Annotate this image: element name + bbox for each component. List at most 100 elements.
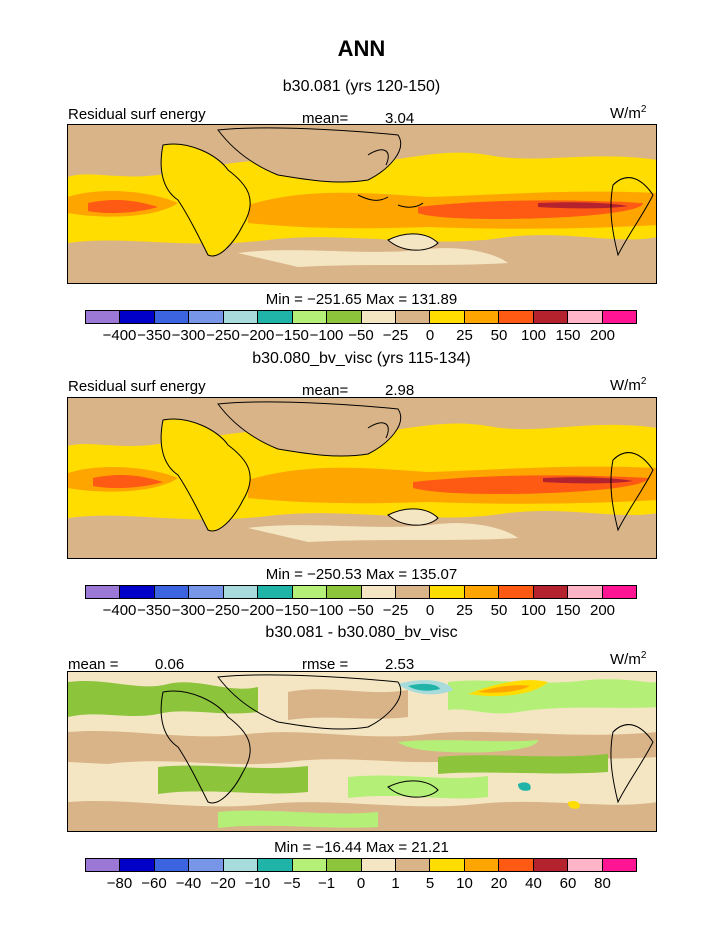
panel-1-colorbar-segment bbox=[292, 311, 328, 323]
panel-1-tick-label: 100 bbox=[520, 327, 547, 344]
panel-1-colorbar-segment bbox=[361, 311, 396, 323]
panel-2-tick-label: 50 bbox=[490, 602, 508, 619]
panel-2-minmax: Min = −250.53 Max = 135.07 bbox=[265, 566, 458, 583]
panel-2-colorbar-segment bbox=[189, 586, 224, 598]
panel-2-tick-label: 25 bbox=[456, 602, 473, 619]
panel-2-colorbar-segment bbox=[499, 586, 534, 598]
panel-2-colorbar-segment bbox=[223, 586, 259, 598]
panel-1-colorbar-segment bbox=[499, 311, 534, 323]
panel-1-tick-label: 0 bbox=[425, 327, 435, 344]
panel-1-colorbar-segment bbox=[189, 311, 224, 323]
panel-3-mean-label: mean = bbox=[68, 656, 119, 673]
panel-1-tick-label: −50 bbox=[348, 327, 374, 344]
panel-3-rmse-value: 2.53 bbox=[385, 656, 415, 673]
panel-2-tick-label: 200 bbox=[589, 602, 616, 619]
panel-1-mean-value: 3.04 bbox=[385, 110, 415, 127]
panel-1-colorbar bbox=[85, 310, 637, 324]
panel-3-colorbar-segment bbox=[292, 859, 328, 871]
panel-3-tick-label: −20 bbox=[210, 875, 236, 892]
panel-2-contour-field bbox=[68, 398, 656, 558]
panel-3-subtitle: b30.081 - b30.080_bv_visc bbox=[265, 624, 458, 641]
panel-1-colorbar-segment bbox=[327, 311, 362, 323]
panel-1-colorbar-segment bbox=[120, 311, 155, 323]
panel-3-colorbar-segment bbox=[568, 859, 603, 871]
panel-3-colorbar-segment bbox=[602, 859, 636, 871]
panel-3-colorbar-segment bbox=[430, 859, 465, 871]
panel-3-rmse-label: rmse = bbox=[302, 656, 349, 673]
panel-1-tick-label: −200 bbox=[240, 327, 275, 344]
panel-3-colorbar-segment bbox=[120, 859, 155, 871]
panel-2-subtitle: b30.080_bv_visc (yrs 115-134) bbox=[252, 350, 471, 367]
panel-2-tick-label: −50 bbox=[348, 602, 374, 619]
panel-1-tick-label: 25 bbox=[456, 327, 473, 344]
panel-1-colorbar-segment bbox=[533, 311, 569, 323]
panel-2-tick-label: −400 bbox=[102, 602, 137, 619]
panel-2-field-label: Residual surf energy bbox=[68, 378, 206, 395]
panel-2-colorbar-ticks: −400 −350 −300 −250 −200 −150 −100 −50 −25 0 25 50 1… bbox=[85, 602, 637, 620]
panel-3-minmax: Min = −16.44 Max = 21.21 bbox=[274, 839, 449, 856]
panel-3-tick-label: 40 bbox=[525, 875, 542, 892]
panel-3-colorbar-segment bbox=[395, 859, 431, 871]
panel-1-contour-field bbox=[68, 125, 656, 283]
panel-2-tick-label: −300 bbox=[171, 602, 206, 619]
panel-2-tick-label: 0 bbox=[425, 602, 435, 619]
panel-2-mean-label: mean= bbox=[302, 382, 349, 399]
panel-3-contour-field bbox=[68, 672, 656, 831]
panel-1-colorbar-segment bbox=[86, 311, 121, 323]
panel-2-tick-label: −250 bbox=[206, 602, 240, 619]
panel-1-tick-label: −100 bbox=[309, 327, 344, 344]
panel-2-tick-label: −200 bbox=[240, 602, 275, 619]
panel-1-colorbar-segment bbox=[568, 311, 603, 323]
panel-2-colorbar-segment bbox=[395, 586, 431, 598]
panel-3-colorbar-segment bbox=[327, 859, 362, 871]
panel-3-units: W/m2 bbox=[610, 650, 647, 668]
panel-3-colorbar-segment bbox=[189, 859, 224, 871]
panel-2-colorbar-segment bbox=[568, 586, 603, 598]
panel-2-colorbar-segment bbox=[327, 586, 362, 598]
panel-1-colorbar-segment bbox=[154, 311, 190, 323]
panel-2-tick-label: −25 bbox=[382, 602, 409, 619]
panel-3-colorbar-segment bbox=[86, 859, 121, 871]
panel-1-tick-label: −350 bbox=[137, 327, 171, 344]
panel-2-colorbar-segment bbox=[533, 586, 569, 598]
panel-2-colorbar bbox=[85, 585, 637, 599]
panel-2-mean-value: 2.98 bbox=[385, 382, 415, 399]
panel-3-tick-label: 1 bbox=[391, 875, 400, 892]
panel-2-colorbar-segment bbox=[86, 586, 121, 598]
panel-3-tick-label: −10 bbox=[244, 875, 271, 892]
panel-3-tick-label: −1 bbox=[317, 875, 336, 892]
panel-3-colorbar-segment bbox=[464, 859, 500, 871]
panel-3-mean-value: 0.06 bbox=[155, 656, 185, 673]
panel-2-colorbar-segment bbox=[602, 586, 636, 598]
panel-1-colorbar-segment bbox=[258, 311, 293, 323]
panel-3-tick-label: −80 bbox=[106, 875, 133, 892]
panel-1-minmax: Min = −251.65 Max = 131.89 bbox=[265, 291, 458, 308]
panel-3-tick-label: −40 bbox=[175, 875, 202, 892]
panel-2-tick-label: 150 bbox=[555, 602, 581, 619]
panel-1-tick-label: 150 bbox=[555, 327, 581, 344]
panel-2-colorbar-segment bbox=[154, 586, 190, 598]
panel-2-tick-label: −150 bbox=[275, 602, 309, 619]
panel-3-map bbox=[67, 671, 657, 832]
panel-3-tick-label: 0 bbox=[356, 875, 366, 892]
panel-2-tick-label: −100 bbox=[309, 602, 344, 619]
panel-3-tick-label: 5 bbox=[425, 875, 435, 892]
panel-1-tick-label: −150 bbox=[275, 327, 309, 344]
panel-1-colorbar-segment bbox=[223, 311, 259, 323]
panel-2-units: W/m2 bbox=[610, 376, 647, 394]
panel-1-map bbox=[67, 124, 657, 284]
panel-1-field-label: Residual surf energy bbox=[68, 106, 206, 123]
panel-3-colorbar bbox=[85, 858, 637, 872]
panel-2-colorbar-segment bbox=[464, 586, 500, 598]
panel-2-colorbar-segment bbox=[361, 586, 396, 598]
panel-3-colorbar-segment bbox=[223, 859, 259, 871]
main-title: ANN bbox=[337, 36, 386, 61]
panel-1-tick-label: 50 bbox=[490, 327, 508, 344]
panel-1-tick-label: −250 bbox=[206, 327, 240, 344]
panel-1-colorbar-ticks: −400 −350 −300 −250 −200 −150 −100 −50 −25 0 25 50 1… bbox=[85, 327, 637, 345]
panel-3-tick-label: 10 bbox=[456, 875, 473, 892]
panel-1-colorbar-segment bbox=[464, 311, 500, 323]
panel-2-colorbar-segment bbox=[430, 586, 465, 598]
panel-1-colorbar-segment bbox=[430, 311, 465, 323]
panel-1-mean-label: mean= bbox=[302, 110, 349, 127]
